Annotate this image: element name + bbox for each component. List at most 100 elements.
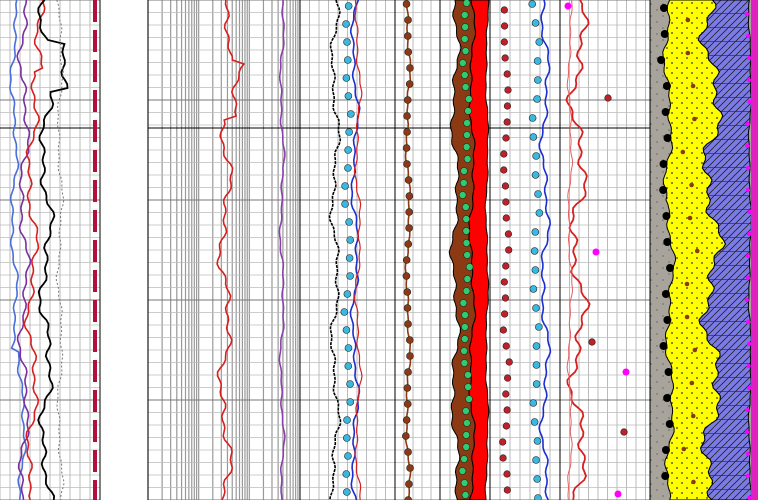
log-curve bbox=[16, 0, 32, 500]
log-point bbox=[406, 64, 414, 72]
log-point bbox=[501, 294, 510, 302]
log-point bbox=[343, 290, 352, 298]
log-point bbox=[502, 134, 510, 142]
log-point bbox=[502, 342, 510, 350]
log-point bbox=[402, 256, 411, 264]
log-point bbox=[403, 112, 411, 120]
log-point bbox=[345, 254, 354, 262]
lithology-grain bbox=[746, 55, 752, 61]
log-point bbox=[529, 285, 538, 293]
log-point bbox=[533, 437, 542, 445]
log-point bbox=[463, 131, 471, 139]
log-point bbox=[404, 496, 413, 500]
log-point bbox=[528, 0, 537, 8]
log-point bbox=[341, 182, 349, 190]
log-point bbox=[342, 326, 351, 334]
log-point bbox=[588, 338, 596, 346]
log-point bbox=[505, 246, 513, 254]
lithology-grain bbox=[689, 380, 695, 386]
lithology-grain bbox=[745, 275, 751, 281]
lithology-grain bbox=[745, 473, 750, 479]
log-point bbox=[344, 362, 353, 370]
lithology-nodule bbox=[661, 472, 670, 480]
log-point bbox=[402, 0, 411, 8]
log-point bbox=[344, 92, 353, 100]
log-point bbox=[500, 278, 508, 286]
log-point bbox=[500, 166, 508, 174]
log-point bbox=[464, 383, 472, 391]
log-point bbox=[503, 70, 511, 78]
lithology-grain bbox=[684, 281, 690, 287]
lithology-grain bbox=[694, 248, 700, 254]
log-point bbox=[460, 167, 468, 175]
log-point bbox=[462, 431, 471, 439]
log-point bbox=[501, 182, 510, 190]
log-point bbox=[535, 323, 543, 331]
lithology-nodule bbox=[659, 342, 668, 350]
lithology-grain bbox=[692, 116, 697, 122]
log-point bbox=[463, 119, 471, 127]
lithology-grain bbox=[692, 347, 698, 353]
lithology-grain bbox=[745, 187, 751, 193]
log-point bbox=[532, 342, 541, 350]
log-point bbox=[402, 144, 411, 152]
lithology-grain bbox=[747, 209, 752, 215]
log-point bbox=[403, 384, 412, 392]
lithology-nodule bbox=[663, 134, 672, 142]
log-point bbox=[344, 344, 353, 352]
lithology-nodule bbox=[665, 420, 674, 428]
lithology-nodule bbox=[662, 212, 671, 220]
log-point bbox=[529, 133, 538, 141]
log-point bbox=[459, 299, 468, 307]
log-point bbox=[404, 240, 413, 248]
log-point bbox=[465, 263, 474, 271]
log-point bbox=[501, 54, 509, 62]
lithology-nodule bbox=[661, 446, 670, 454]
log-point bbox=[462, 443, 471, 451]
log-point bbox=[458, 191, 467, 199]
lithology-nodule bbox=[661, 290, 670, 298]
log-curve bbox=[349, 0, 361, 500]
lithology-nodule bbox=[659, 160, 668, 168]
log-point bbox=[534, 494, 542, 500]
log-curve bbox=[9, 0, 28, 500]
log-point bbox=[404, 176, 413, 184]
log-point bbox=[404, 16, 412, 24]
log-point bbox=[406, 464, 414, 472]
log-point bbox=[403, 304, 412, 312]
log-point bbox=[344, 146, 352, 154]
lithology-grain bbox=[747, 99, 752, 105]
lithology-nodule bbox=[659, 4, 668, 12]
log-point bbox=[403, 400, 412, 408]
lithology-grain bbox=[747, 495, 752, 500]
log-point bbox=[461, 23, 469, 31]
log-point bbox=[592, 248, 600, 256]
log-point bbox=[499, 326, 507, 334]
log-point bbox=[502, 214, 510, 222]
lithology-nodule bbox=[663, 316, 672, 324]
log-point bbox=[503, 102, 512, 110]
log-point bbox=[564, 2, 572, 10]
log-point bbox=[403, 32, 412, 40]
log-point bbox=[402, 432, 410, 440]
log-point bbox=[461, 311, 469, 319]
lithology-grain bbox=[745, 121, 750, 127]
log-point bbox=[344, 164, 352, 172]
log-point bbox=[462, 287, 471, 295]
log-point bbox=[460, 35, 469, 43]
log-point bbox=[502, 198, 510, 206]
log-point bbox=[461, 491, 470, 499]
log-point bbox=[343, 38, 351, 46]
lithology-grain bbox=[690, 83, 696, 89]
log-point bbox=[458, 467, 467, 475]
log-point bbox=[534, 76, 542, 84]
log-point bbox=[530, 418, 539, 426]
log-point bbox=[500, 38, 508, 46]
log-point bbox=[463, 155, 472, 163]
log-point bbox=[620, 428, 628, 436]
log-point bbox=[462, 227, 471, 235]
log-point bbox=[531, 228, 540, 236]
log-point bbox=[402, 416, 411, 424]
log-point bbox=[505, 358, 513, 366]
